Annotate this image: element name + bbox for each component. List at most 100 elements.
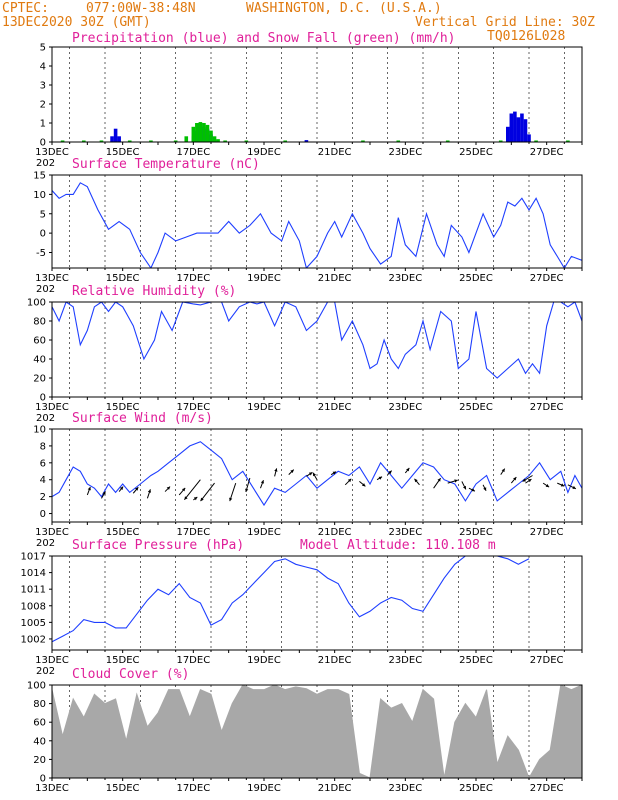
wind-arrow-head bbox=[347, 478, 352, 483]
x-tick-label: 15DEC bbox=[106, 655, 140, 666]
snow-bar bbox=[198, 122, 203, 142]
y-tick-label: 20 bbox=[33, 755, 46, 766]
x-tick-label: 21DEC bbox=[318, 273, 352, 284]
y-tick-label: 5 bbox=[40, 209, 46, 220]
y-tick-label: 0 bbox=[40, 138, 46, 149]
x-tick-year-cut: 202 bbox=[36, 413, 55, 424]
precip-bar bbox=[509, 113, 514, 142]
panel-title: Relative Humidity (%) bbox=[72, 284, 236, 299]
x-tick-label: 13DEC bbox=[35, 783, 69, 794]
y-tick-label: 80 bbox=[33, 317, 46, 328]
x-tick-label: 21DEC bbox=[318, 147, 352, 158]
snow-bar bbox=[244, 140, 249, 142]
wind-arrow-head bbox=[102, 491, 106, 495]
x-tick-year-cut: 202 bbox=[36, 158, 55, 169]
series-line bbox=[52, 441, 582, 507]
panels: Precipitation (blue) and Snow Fall (gree… bbox=[21, 31, 583, 794]
snow-bar bbox=[534, 140, 538, 142]
precip-bar bbox=[527, 134, 531, 142]
wind-arrow-head bbox=[501, 468, 505, 473]
wind-arrow-head bbox=[308, 472, 313, 476]
wind-arrows bbox=[86, 467, 577, 502]
panel-1: Surface Temperature (nC) -5 0 5 10 15 13DEC 15D… bbox=[33, 157, 583, 295]
y-tick-label: 1 bbox=[40, 119, 46, 130]
panel-4: Surface Pressure (hPa) Model Altitude: 11… bbox=[21, 538, 583, 677]
wind-arrow-head bbox=[135, 487, 139, 491]
precip-bar bbox=[506, 126, 510, 142]
wind-arrow-head bbox=[527, 479, 532, 483]
y-tick-label: 1017 bbox=[21, 552, 46, 563]
x-tick-label: 15DEC bbox=[106, 147, 140, 158]
wind-arrow-head bbox=[572, 485, 576, 489]
x-tick-label: 25DEC bbox=[459, 783, 493, 794]
x-tick-label: 21DEC bbox=[318, 527, 352, 538]
y-tick-label: 6 bbox=[40, 458, 46, 469]
x-tick-label: 15DEC bbox=[106, 783, 140, 794]
x-tick-label: 17DEC bbox=[176, 655, 210, 666]
x-tick-label: 27DEC bbox=[530, 783, 564, 794]
x-tick-label: 17DEC bbox=[176, 527, 210, 538]
x-tick-label: 15DEC bbox=[106, 527, 140, 538]
wind-arrow-head bbox=[462, 485, 466, 490]
snow-bar bbox=[205, 124, 210, 142]
wind-arrow-head bbox=[184, 496, 188, 500]
x-tick-label: 25DEC bbox=[459, 527, 493, 538]
x-tick-label: 23DEC bbox=[388, 402, 422, 413]
y-tick-label: 4 bbox=[40, 62, 46, 73]
panel-title: Precipitation (blue) and Snow Fall (gree… bbox=[72, 31, 456, 46]
wind-arrow-head bbox=[361, 483, 366, 487]
x-tick-label: 13DEC bbox=[35, 402, 69, 413]
x-tick-label: 25DEC bbox=[459, 402, 493, 413]
x-tick-label: 19DEC bbox=[247, 147, 281, 158]
wind-arrow-head bbox=[522, 478, 527, 482]
y-tick-label: 1014 bbox=[21, 568, 46, 579]
x-tick-label: 19DEC bbox=[247, 273, 281, 284]
wind-arrow-head bbox=[193, 497, 198, 501]
x-tick-label: 19DEC bbox=[247, 527, 281, 538]
snow-bar bbox=[212, 136, 217, 142]
wind-arrow-head bbox=[471, 488, 475, 492]
panel-title: Surface Pressure (hPa) bbox=[72, 538, 244, 553]
x-tick-label: 27DEC bbox=[530, 273, 564, 284]
x-tick-label: 23DEC bbox=[388, 783, 422, 794]
wind-arrow-shaft bbox=[200, 482, 215, 502]
x-tick-label: 21DEC bbox=[318, 655, 352, 666]
x-tick-label: 27DEC bbox=[530, 655, 564, 666]
y-tick-label: 4 bbox=[40, 475, 46, 486]
snow-bar bbox=[209, 130, 213, 142]
wind-arrow-head bbox=[313, 472, 316, 477]
panel-title: Surface Wind (m/s) bbox=[72, 411, 213, 426]
wind-arrow-head bbox=[406, 467, 410, 472]
snow-bar bbox=[566, 140, 570, 142]
precip-bar bbox=[516, 117, 521, 142]
wind-arrow-head bbox=[454, 479, 458, 483]
x-tick-label: 25DEC bbox=[459, 273, 493, 284]
y-tick-label: 0 bbox=[40, 509, 46, 520]
x-tick-label: 19DEC bbox=[247, 655, 281, 666]
x-tick-year-cut: 202 bbox=[36, 538, 55, 549]
panel-3: Surface Wind (m/s) 0 2 4 6 8 10 13DEC 15DEC 17DEC… bbox=[33, 411, 583, 549]
x-tick-label: 27DEC bbox=[530, 402, 564, 413]
wind-arrow-head bbox=[290, 469, 294, 474]
snow-bar bbox=[216, 139, 220, 142]
snow-bar bbox=[396, 140, 401, 142]
x-tick-label: 13DEC bbox=[35, 527, 69, 538]
snow-bar bbox=[184, 136, 189, 142]
x-tick-label: 21DEC bbox=[318, 402, 352, 413]
snow-bar bbox=[60, 140, 65, 142]
panel-data bbox=[52, 441, 582, 507]
series-line bbox=[52, 182, 582, 268]
wind-arrow-head bbox=[147, 489, 152, 493]
panel-0: Precipitation (blue) and Snow Fall (gree… bbox=[35, 31, 583, 169]
x-tick-label: 19DEC bbox=[247, 402, 281, 413]
y-tick-label: 2 bbox=[40, 492, 46, 503]
y-tick-label: 100 bbox=[27, 298, 46, 309]
panel-data bbox=[52, 302, 582, 379]
panel-data bbox=[52, 556, 530, 643]
x-tick-label: 13DEC bbox=[35, 273, 69, 284]
x-tick-label: 13DEC bbox=[35, 147, 69, 158]
x-tick-label: 17DEC bbox=[176, 147, 210, 158]
y-tick-label: 60 bbox=[33, 718, 46, 729]
wind-arrow-shaft bbox=[229, 482, 237, 502]
